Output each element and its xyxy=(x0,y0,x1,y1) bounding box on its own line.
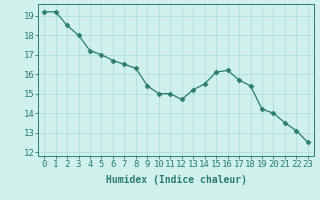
X-axis label: Humidex (Indice chaleur): Humidex (Indice chaleur) xyxy=(106,175,246,185)
